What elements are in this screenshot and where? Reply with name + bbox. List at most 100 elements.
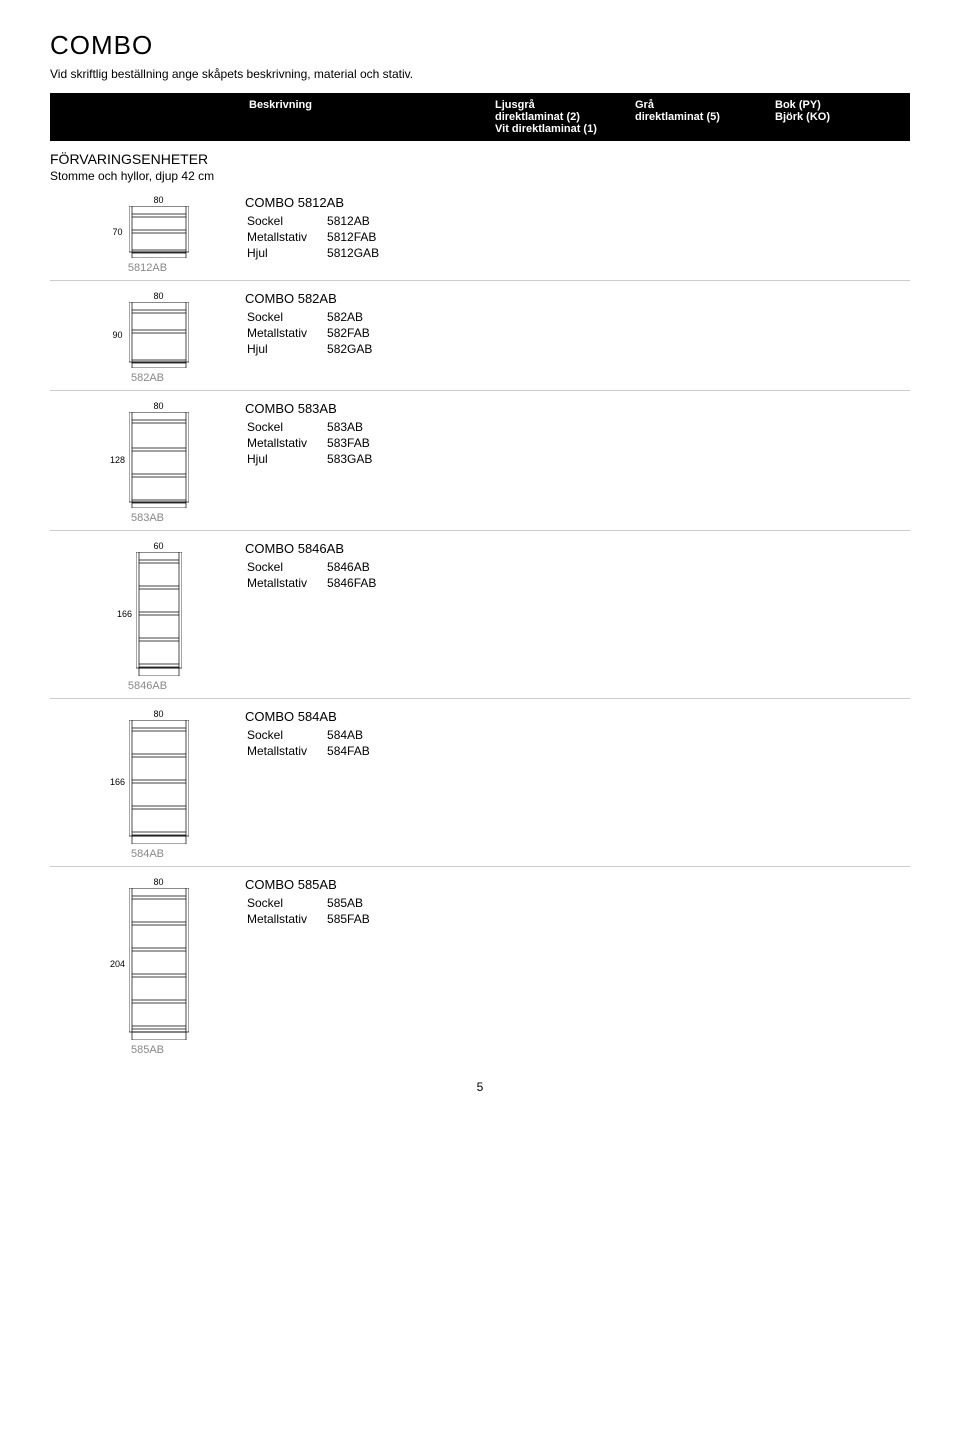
header-col2-l2: direktlaminat (5) — [635, 111, 775, 123]
diagram-caption: 5812AB — [128, 262, 167, 274]
header-col2: Grå direktlaminat (5) — [635, 99, 775, 135]
diagram-column: 80166584AB — [50, 709, 245, 860]
spec-row: Sockel584AB — [247, 728, 388, 742]
product-title: COMBO 583AB — [245, 401, 495, 416]
product-row: 8090582ABCOMBO 582ABSockel582ABMetallsta… — [50, 283, 910, 388]
shelf-diagram — [129, 720, 189, 844]
description-block: COMBO 585AB Sockel585AB Metallstativ585FAB — [245, 877, 495, 928]
diagram-caption: 583AB — [131, 512, 164, 524]
product-title: COMBO 582AB — [245, 291, 495, 306]
page-number: 5 — [50, 1080, 910, 1094]
diagram-column: 80705812AB — [50, 195, 245, 274]
spec-table: Sockel584AB Metallstativ584FAB — [245, 726, 390, 760]
spec-row: Hjul583GAB — [247, 452, 390, 466]
section-sub: Stomme och hyllor, djup 42 cm — [50, 169, 910, 183]
spec-table: Sockel583ABMetallstativ583FABHjul583GAB — [245, 418, 392, 468]
spec-row: Metallstativ582FAB — [247, 326, 390, 340]
dimension-height: 166 — [107, 720, 129, 844]
spec-label: Sockel — [247, 310, 325, 324]
spec-label: Hjul — [247, 452, 325, 466]
spec-label: Sockel — [247, 728, 325, 742]
dimension-height: 166 — [114, 552, 136, 676]
spec-label: Hjul — [247, 246, 325, 260]
spec-row: Sockel5812AB — [247, 214, 397, 228]
dimension-width: 80 — [107, 291, 189, 301]
shelf-diagram — [129, 412, 189, 508]
dimension-width: 80 — [107, 401, 189, 411]
description-block: COMBO 582ABSockel582ABMetallstativ582FAB… — [245, 291, 495, 358]
spec-label: Sockel — [247, 214, 325, 228]
diagram-caption: 585AB — [131, 1044, 164, 1056]
spec-table: Sockel585AB Metallstativ585FAB — [245, 894, 390, 928]
dimension-width: 80 — [107, 709, 189, 719]
diagram-caption: 584AB — [131, 848, 164, 860]
spec-value: 583GAB — [327, 452, 390, 466]
separator — [50, 390, 910, 391]
spec-row: Metallstativ5846FAB — [247, 576, 394, 590]
spec-value: 585FAB — [327, 912, 388, 926]
spec-label: Sockel — [247, 420, 325, 434]
spec-row: Sockel583AB — [247, 420, 390, 434]
description-block: COMBO 5846AB Sockel5846AB Metallstativ5846… — [245, 541, 495, 592]
dimension-width: 60 — [114, 541, 182, 551]
product-title: COMBO 5846AB — [245, 541, 495, 556]
description-block: COMBO 5812ABSockel5812ABMetallstativ5812… — [245, 195, 495, 262]
dimension-height: 128 — [107, 412, 129, 508]
product-row: 80128583ABCOMBO 583ABSockel583ABMetallst… — [50, 393, 910, 528]
diagram-column: 60166 5846AB — [50, 541, 245, 692]
spec-label: Hjul — [247, 342, 325, 356]
spec-table: Sockel5812ABMetallstativ5812FABHjul5812G… — [245, 212, 399, 262]
header-beskrivning: Beskrivning — [245, 99, 495, 135]
product-title: COMBO 585AB — [245, 877, 495, 892]
separator — [50, 530, 910, 531]
spec-value: 5812FAB — [327, 230, 397, 244]
header-col3: Bok (PY) Björk (KO) — [775, 99, 895, 135]
spec-row: Sockel5846AB — [247, 560, 394, 574]
spec-value: 582FAB — [327, 326, 390, 340]
spec-row: Hjul5812GAB — [247, 246, 397, 260]
spec-row: Metallstativ585FAB — [247, 912, 388, 926]
spec-value: 5812GAB — [327, 246, 397, 260]
dimension-height: 70 — [107, 206, 129, 258]
spec-label: Metallstativ — [247, 576, 325, 590]
page-subtitle: Vid skriftlig beställning ange skåpets b… — [50, 67, 910, 81]
product-title: COMBO 5812AB — [245, 195, 495, 210]
product-row: 60166 5846AB COMBO 5846AB Sockel5846AB Metal… — [50, 533, 910, 696]
product-title: COMBO 584AB — [245, 709, 495, 724]
diagram-column: 80128583AB — [50, 401, 245, 524]
separator — [50, 280, 910, 281]
section-title: FÖRVARINGSENHETER — [50, 151, 910, 167]
description-block: COMBO 583ABSockel583ABMetallstativ583FAB… — [245, 401, 495, 468]
spec-label: Metallstativ — [247, 436, 325, 450]
spec-label: Metallstativ — [247, 230, 325, 244]
shelf-diagram — [129, 206, 189, 258]
shelf-diagram — [129, 888, 189, 1040]
page-title: COMBO — [50, 30, 910, 61]
spec-value: 582GAB — [327, 342, 390, 356]
diagram-column: 8090582AB — [50, 291, 245, 384]
spec-label: Metallstativ — [247, 912, 325, 926]
dimension-width: 80 — [107, 877, 189, 887]
table-header: Beskrivning Ljusgrå direktlaminat (2) Vi… — [50, 93, 910, 141]
header-col3-l2: Björk (KO) — [775, 111, 895, 123]
spec-label: Metallstativ — [247, 326, 325, 340]
separator — [50, 866, 910, 867]
spec-label: Sockel — [247, 896, 325, 910]
spec-value: 583FAB — [327, 436, 390, 450]
shelf-diagram — [129, 302, 189, 368]
header-col1-l2: direktlaminat (2) — [495, 111, 635, 123]
spec-table: Sockel582ABMetallstativ582FABHjul582GAB — [245, 308, 392, 358]
dimension-height: 204 — [107, 888, 129, 1040]
shelf-diagram — [136, 552, 182, 676]
spec-value: 582AB — [327, 310, 390, 324]
header-col1-l1: Ljusgrå — [495, 99, 635, 111]
spec-value: 583AB — [327, 420, 390, 434]
spec-value: 584FAB — [327, 744, 388, 758]
spec-row: Sockel585AB — [247, 896, 388, 910]
spec-row: Metallstativ584FAB — [247, 744, 388, 758]
diagram-caption: 5846AB — [128, 680, 167, 692]
spec-row: Hjul582GAB — [247, 342, 390, 356]
diagram-caption: 582AB — [131, 372, 164, 384]
spec-row: Metallstativ583FAB — [247, 436, 390, 450]
spec-value: 5812AB — [327, 214, 397, 228]
